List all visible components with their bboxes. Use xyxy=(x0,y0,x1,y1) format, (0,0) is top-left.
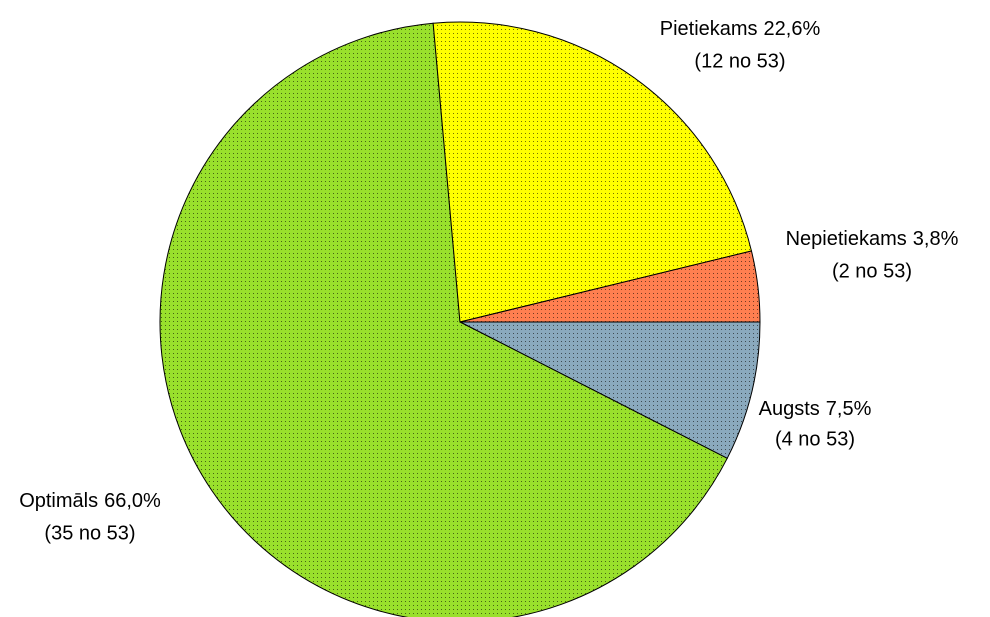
slice-percent: 7,5% xyxy=(826,398,872,420)
slice-label: Pietiekams 22,6% xyxy=(660,18,821,40)
slice-name: Pietiekams xyxy=(660,18,758,40)
slice-percent: 66,0% xyxy=(104,490,161,512)
slice-label: Augsts 7,5% xyxy=(759,398,872,420)
slice-percent: 3,8% xyxy=(913,228,959,250)
slice-percent: 22,6% xyxy=(764,18,821,40)
slice-label: Nepietiekams 3,8% xyxy=(786,228,959,250)
slice-count: (35 no 53) xyxy=(44,522,135,544)
slice-label: Optimāls 66,0% xyxy=(19,490,161,512)
slice-count: (2 no 53) xyxy=(832,260,912,282)
slice-name: Nepietiekams xyxy=(786,228,907,250)
slice-name: Augsts xyxy=(759,398,820,420)
slice-name: Optimāls xyxy=(19,490,98,512)
slice-count: (4 no 53) xyxy=(775,428,855,450)
slice-count: (12 no 53) xyxy=(694,50,785,72)
